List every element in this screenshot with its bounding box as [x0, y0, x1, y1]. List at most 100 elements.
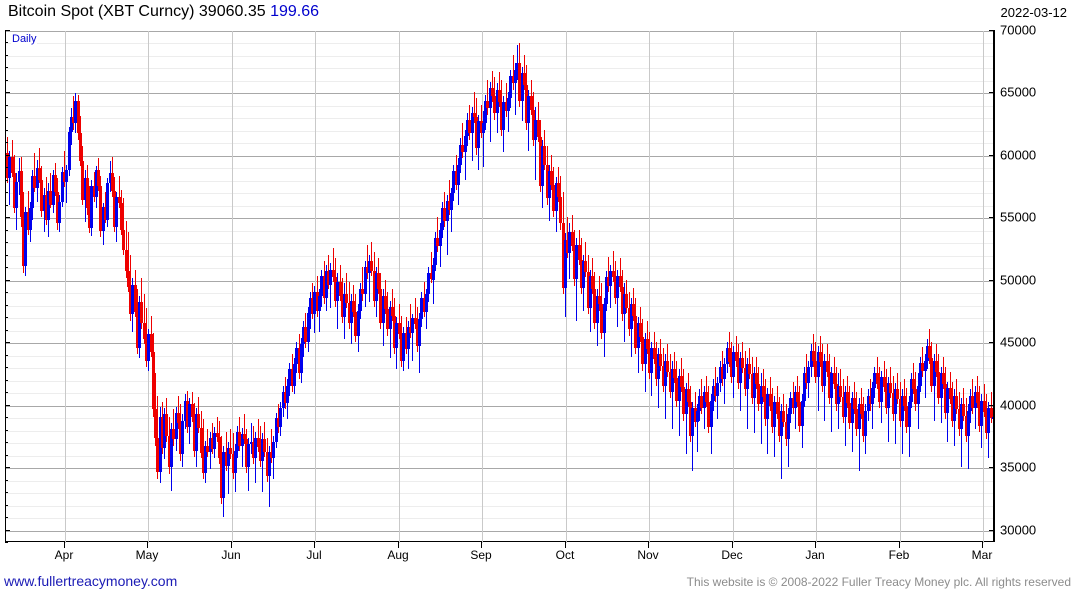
candle-body: [537, 119, 540, 138]
candle-body: [327, 270, 330, 285]
candlestick-series: [6, 31, 994, 543]
candle-body: [869, 395, 872, 405]
y-tick-minor: [5, 130, 8, 131]
candle-body: [921, 363, 924, 371]
last-price: 39060.35: [198, 3, 266, 20]
candle-wick: [681, 358, 682, 392]
y-axis-label: 70000: [1000, 22, 1037, 38]
candle-body: [186, 400, 189, 427]
gridline-minor: [6, 231, 994, 232]
candle-body: [609, 270, 612, 286]
candle-wick: [667, 344, 668, 377]
candle-wick: [742, 341, 743, 374]
candle-body: [889, 383, 892, 394]
candle-body: [828, 371, 831, 399]
candle-wick: [831, 366, 832, 432]
candle-body: [468, 119, 471, 134]
candle-body: [361, 289, 364, 295]
candle-body: [131, 284, 134, 315]
candle-wick: [756, 356, 757, 390]
candle-body: [206, 445, 209, 452]
candle-body: [666, 360, 669, 372]
candle-body: [493, 95, 496, 114]
candle-body: [669, 371, 672, 392]
candle-body: [705, 391, 708, 402]
x-tick: [815, 542, 816, 548]
candle-body: [368, 260, 371, 274]
y-tick: [5, 467, 10, 468]
candle-wick: [399, 304, 400, 340]
candle-wick: [39, 148, 40, 184]
candle-body: [901, 395, 904, 421]
gridline-vertical: [315, 31, 316, 543]
candle-body: [685, 389, 688, 415]
candle-wick: [128, 232, 129, 292]
candle-body: [543, 145, 546, 165]
price-change: 199.66: [270, 3, 320, 20]
y-tick-right: [989, 30, 994, 31]
candle-body: [598, 295, 601, 305]
candle-body: [65, 169, 68, 183]
candle-body: [751, 374, 754, 399]
site-link[interactable]: www.fullertreacymoney.com: [4, 573, 178, 589]
y-tick-minor: [5, 205, 8, 206]
candle-body: [52, 174, 55, 205]
gridline-minor: [6, 206, 994, 207]
candle-wick: [251, 423, 252, 455]
candle-body: [842, 396, 845, 417]
candle-body: [439, 229, 442, 246]
candle-body: [741, 358, 744, 369]
candle-body: [475, 117, 478, 149]
candle-body: [951, 399, 954, 421]
candle-body: [334, 277, 337, 301]
candle-wick: [506, 83, 507, 118]
candle-body: [958, 409, 961, 430]
candle-body: [216, 433, 219, 437]
candle-body: [944, 384, 947, 414]
candle-wick: [884, 360, 885, 392]
candle-body: [68, 132, 71, 170]
chart-date: 2022-03-12: [1000, 5, 1068, 20]
candle-body: [905, 405, 908, 427]
candle-body: [434, 238, 437, 265]
candle-body: [955, 395, 958, 410]
candle-body: [398, 323, 401, 335]
candle-body: [414, 318, 417, 325]
candle-body: [568, 232, 571, 254]
candle-wick: [437, 217, 438, 253]
candle-body: [878, 384, 881, 402]
gridline-minor: [6, 293, 994, 294]
candle-body: [787, 414, 790, 440]
candle-body: [159, 416, 162, 472]
candle-body: [11, 157, 14, 174]
candle-body: [771, 405, 774, 427]
candle-body: [288, 369, 291, 386]
candle-body: [163, 414, 166, 449]
candle-body: [86, 178, 89, 209]
candle-body: [427, 273, 430, 295]
candle-body: [197, 414, 200, 429]
candle-body: [448, 200, 451, 210]
y-tick-minor: [5, 180, 8, 181]
candle-wick: [770, 376, 771, 411]
x-tick: [982, 542, 983, 548]
candle-body: [512, 75, 515, 84]
candle-body: [320, 275, 323, 296]
candle-body: [596, 295, 599, 324]
candle-wick: [654, 331, 655, 365]
candle-wick: [633, 288, 634, 321]
candle-body: [113, 190, 116, 228]
y-tick-minor: [5, 55, 8, 56]
candle-body: [530, 95, 533, 110]
candle-body: [548, 170, 551, 199]
candle-wick: [262, 433, 263, 492]
gridline-minor: [6, 168, 994, 169]
candle-wick: [483, 110, 484, 168]
x-axis-label: Nov: [637, 548, 659, 562]
candle-body: [559, 197, 562, 224]
y-tick-right: [989, 405, 994, 406]
candle-wick: [679, 369, 680, 436]
candle-body: [760, 385, 763, 405]
candle-body: [607, 277, 610, 286]
